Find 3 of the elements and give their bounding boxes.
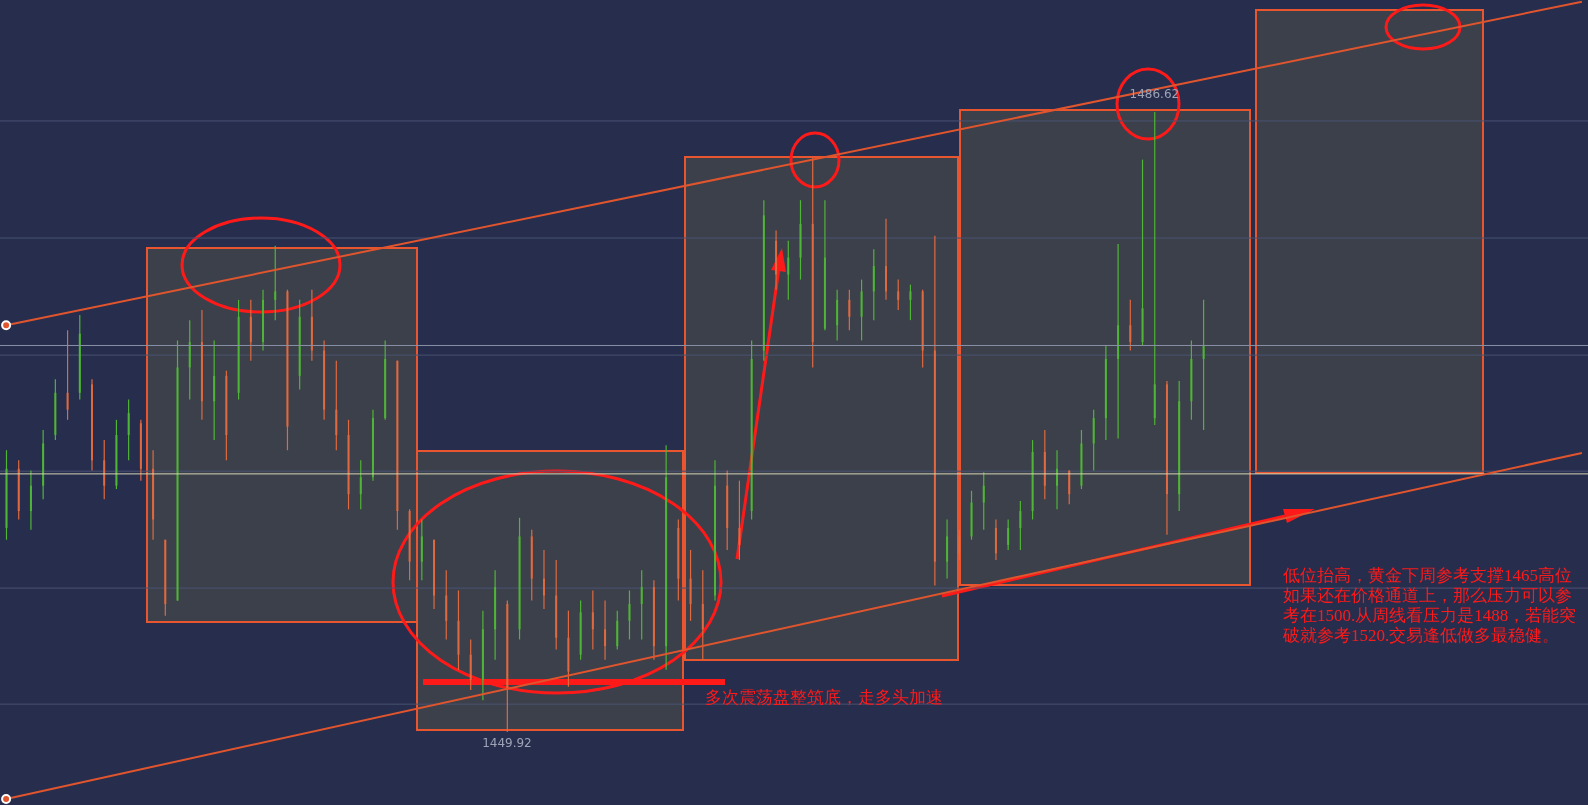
annotation: 1449.92: [482, 735, 532, 750]
annotation: 多次震荡盘整筑底，走多头加速: [705, 688, 944, 708]
annotation: 低位抬高，黄金下周参考支撑1465高位如果还在价格通道上，那么压力可以参考在1500.从周线看压力是1488，若能突破就参考1520.交易逢低做多最稳健。: [1283, 566, 1578, 646]
